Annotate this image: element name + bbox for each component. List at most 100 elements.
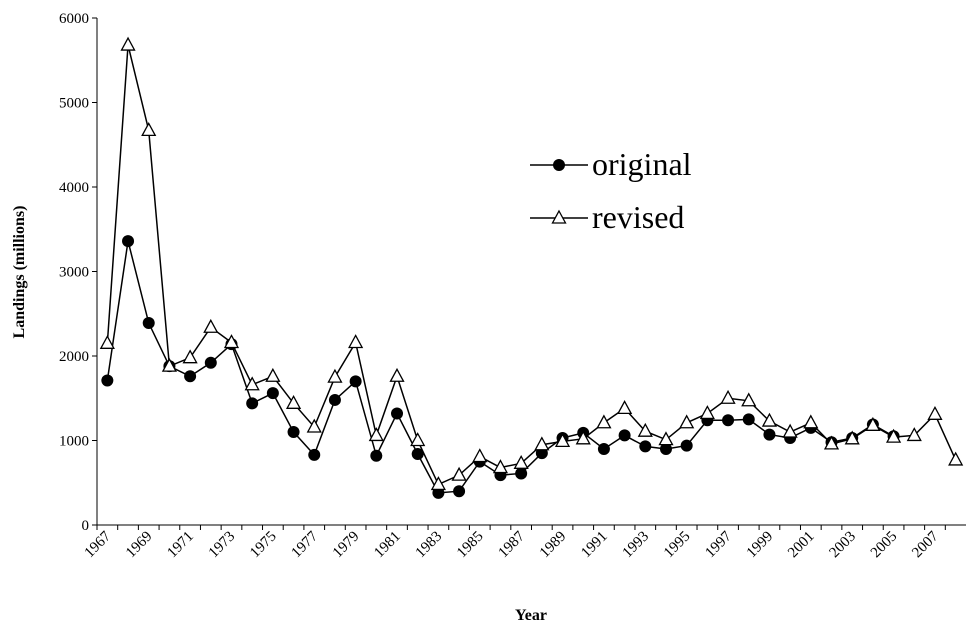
series-line bbox=[106, 240, 894, 494]
marker bbox=[266, 387, 279, 400]
x-tick-label: 1985 bbox=[454, 529, 487, 562]
marker bbox=[948, 451, 964, 466]
x-tick-label: 1981 bbox=[371, 529, 404, 562]
marker bbox=[699, 405, 715, 420]
marker bbox=[618, 429, 631, 442]
x-tick-label: 1995 bbox=[661, 529, 694, 562]
legend-label: revised bbox=[592, 199, 684, 235]
x-tick-label: 2007 bbox=[909, 528, 942, 561]
marker bbox=[348, 334, 364, 349]
y-tick-label: 4000 bbox=[59, 180, 89, 196]
marker bbox=[306, 418, 322, 433]
marker bbox=[763, 428, 776, 441]
marker bbox=[368, 427, 384, 442]
legend-label: original bbox=[592, 146, 692, 182]
marker bbox=[349, 375, 362, 388]
marker bbox=[370, 449, 383, 462]
marker bbox=[287, 426, 300, 439]
marker bbox=[223, 334, 240, 349]
marker bbox=[617, 400, 633, 415]
marker bbox=[515, 467, 528, 480]
x-tick-label: 2005 bbox=[868, 529, 901, 562]
x-tick-label: 2001 bbox=[785, 529, 818, 562]
marker bbox=[182, 349, 198, 364]
x-axis-title: Year bbox=[515, 607, 547, 624]
marker bbox=[906, 427, 922, 442]
marker bbox=[246, 397, 259, 410]
marker bbox=[184, 370, 197, 383]
marker bbox=[101, 374, 114, 387]
marker bbox=[327, 368, 343, 383]
x-tick-label: 1971 bbox=[164, 529, 197, 562]
marker bbox=[308, 448, 321, 461]
legend-marker bbox=[551, 209, 567, 224]
y-tick-label: 0 bbox=[82, 518, 90, 534]
x-tick-label: 1997 bbox=[702, 528, 735, 561]
y-tick-label: 1000 bbox=[59, 434, 89, 450]
marker bbox=[453, 485, 466, 498]
marker bbox=[328, 393, 341, 406]
marker bbox=[472, 448, 488, 463]
marker bbox=[492, 459, 509, 474]
marker bbox=[658, 431, 674, 446]
marker bbox=[596, 414, 612, 429]
marker bbox=[391, 407, 404, 420]
marker bbox=[430, 476, 446, 491]
x-tick-label: 1969 bbox=[123, 529, 156, 562]
marker bbox=[865, 416, 881, 431]
marker bbox=[161, 357, 178, 372]
marker bbox=[534, 436, 550, 451]
marker bbox=[844, 430, 860, 445]
marker bbox=[803, 414, 819, 429]
marker bbox=[637, 422, 653, 437]
y-axis-title: Landings (millions) bbox=[11, 206, 28, 339]
marker bbox=[927, 405, 943, 420]
legend-marker bbox=[553, 159, 565, 171]
x-tick-label: 1991 bbox=[578, 529, 611, 562]
marker bbox=[741, 392, 757, 407]
marker bbox=[285, 394, 302, 409]
y-tick-label: 2000 bbox=[59, 349, 89, 365]
x-tick-label: 1987 bbox=[495, 528, 528, 561]
marker bbox=[679, 414, 695, 429]
marker bbox=[720, 389, 736, 404]
marker bbox=[120, 36, 136, 51]
marker bbox=[265, 367, 281, 382]
marker bbox=[554, 432, 571, 447]
marker bbox=[513, 454, 529, 469]
marker bbox=[99, 334, 115, 349]
x-tick-label: 1993 bbox=[620, 529, 653, 562]
marker bbox=[142, 317, 155, 330]
y-tick-label: 3000 bbox=[59, 265, 89, 281]
marker bbox=[742, 413, 755, 426]
marker bbox=[597, 442, 610, 455]
marker bbox=[722, 414, 735, 427]
marker bbox=[575, 430, 591, 445]
marker bbox=[141, 122, 157, 137]
marker bbox=[411, 448, 424, 461]
x-tick-label: 1973 bbox=[206, 529, 239, 562]
marker bbox=[782, 423, 798, 438]
marker bbox=[451, 466, 467, 481]
x-tick-label: 1977 bbox=[289, 528, 322, 561]
x-tick-label: 1979 bbox=[330, 529, 363, 562]
marker bbox=[885, 428, 902, 443]
x-tick-label: 1999 bbox=[744, 529, 777, 562]
marker bbox=[204, 356, 217, 369]
y-tick-label: 5000 bbox=[59, 96, 89, 112]
marker bbox=[244, 376, 260, 391]
marker bbox=[639, 440, 652, 453]
x-tick-label: 1983 bbox=[413, 529, 446, 562]
marker bbox=[410, 432, 426, 447]
x-tick-label: 1989 bbox=[537, 529, 570, 562]
marker bbox=[823, 435, 840, 450]
marker bbox=[761, 412, 778, 427]
marker bbox=[203, 318, 219, 333]
marker bbox=[659, 442, 672, 455]
x-tick-label: 2003 bbox=[827, 529, 860, 562]
marker bbox=[122, 235, 135, 248]
x-tick-label: 1975 bbox=[247, 529, 280, 562]
y-tick-label: 6000 bbox=[59, 11, 89, 27]
series-line bbox=[106, 44, 957, 486]
